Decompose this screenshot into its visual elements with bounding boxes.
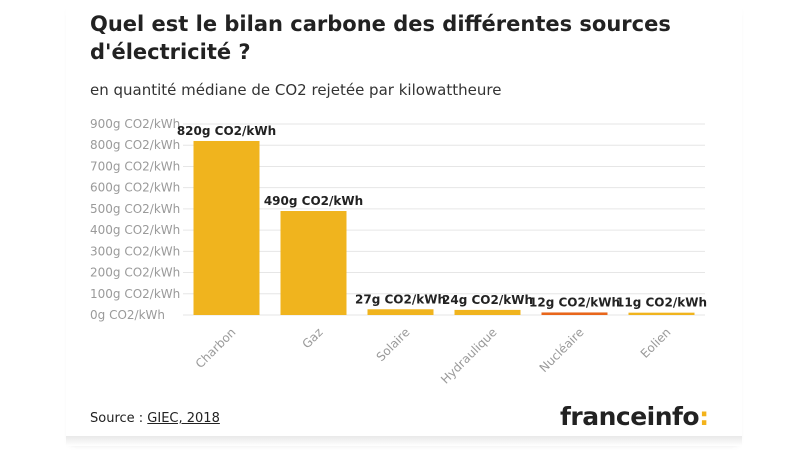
- y-tick-label: 0g CO2/kWh: [90, 308, 165, 322]
- logo-text: franceinfo: [560, 402, 700, 431]
- gridlines: [183, 123, 705, 316]
- x-tick-label: Hydraulique: [438, 325, 499, 386]
- x-axis-ticks: Charbon Gaz Solaire Hydraulique Nucléaire Eol…: [193, 325, 674, 386]
- y-tick-label: 200g CO2/kWh: [90, 266, 180, 280]
- data-label: 490g CO2/kWh: [264, 194, 363, 208]
- x-tick-label: Eolien: [638, 325, 674, 361]
- source-link[interactable]: GIEC, 2018: [147, 411, 220, 426]
- source-note: Source : GIEC, 2018: [90, 411, 220, 426]
- bar-eolien: [628, 312, 695, 315]
- franceinfo-logo: franceinfo:: [560, 402, 709, 431]
- chart-card: [66, 0, 742, 442]
- chart-subtitle: en quantité médiane de CO2 rejetée par k…: [90, 81, 502, 99]
- y-tick-label: 300g CO2/kWh: [90, 244, 180, 258]
- x-tick-label: Solaire: [374, 325, 413, 364]
- card-shadow: [66, 436, 742, 446]
- data-label: 24g CO2/kWh: [442, 293, 533, 307]
- bar-solaire: [367, 309, 434, 315]
- bar-nucléaire: [541, 312, 608, 315]
- y-tick-label: 900g CO2/kWh: [90, 117, 180, 131]
- bar-hydraulique: [454, 309, 521, 315]
- x-tick-label: Gaz: [299, 325, 325, 351]
- data-label: 820g CO2/kWh: [177, 124, 276, 138]
- data-label: 11g CO2/kWh: [616, 296, 707, 310]
- data-label: 12g CO2/kWh: [529, 295, 620, 309]
- logo-mark: :: [699, 402, 709, 431]
- bar-charbon: [193, 140, 260, 315]
- bars: [193, 140, 695, 315]
- y-tick-label: 500g CO2/kWh: [90, 202, 180, 216]
- y-axis-ticks: 0g CO2/kWh 100g CO2/kWh 200g CO2/kWh 300g C…: [90, 117, 180, 322]
- chart-title: Quel est le bilan carbone des différente…: [90, 12, 671, 64]
- y-tick-label: 700g CO2/kWh: [90, 159, 180, 173]
- y-tick-label: 600g CO2/kWh: [90, 181, 180, 195]
- source-prefix: Source :: [90, 411, 148, 426]
- y-tick-label: 400g CO2/kWh: [90, 223, 180, 237]
- x-tick-label: Charbon: [193, 325, 239, 371]
- data-label: 27g CO2/kWh: [355, 292, 446, 306]
- y-tick-label: 800g CO2/kWh: [90, 138, 180, 152]
- bar-gaz: [280, 211, 347, 315]
- x-tick-label: Nucléaire: [537, 325, 587, 375]
- y-tick-label: 100g CO2/kWh: [90, 287, 180, 301]
